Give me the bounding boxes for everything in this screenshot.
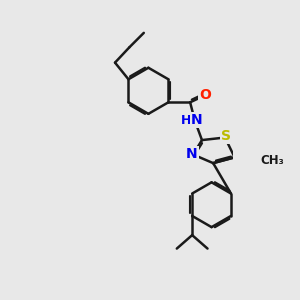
Text: S: S (221, 129, 231, 142)
Text: N: N (191, 113, 203, 127)
Text: N: N (186, 148, 197, 161)
Text: CH₃: CH₃ (260, 154, 284, 167)
Text: O: O (199, 88, 211, 102)
Text: H: H (181, 114, 191, 127)
